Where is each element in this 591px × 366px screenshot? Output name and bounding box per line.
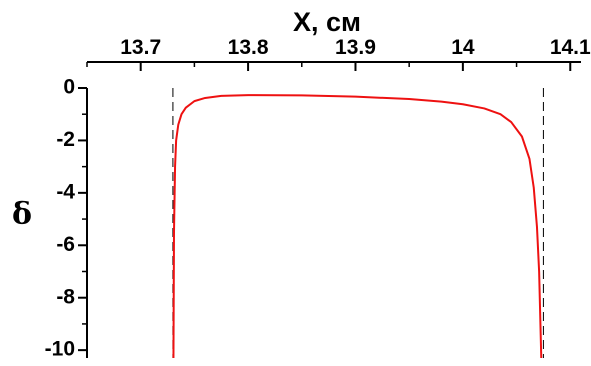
x-tick-label: 14 bbox=[451, 36, 475, 59]
x-tick-label: 13.7 bbox=[120, 36, 161, 59]
series-group bbox=[172, 94, 543, 359]
series-line bbox=[172, 94, 543, 359]
y-tick-label: -6 bbox=[56, 233, 75, 256]
y-tick-label: -10 bbox=[45, 338, 75, 361]
y-tick-label: -2 bbox=[56, 128, 75, 151]
axes: 13.7 13.8 13.9 14 14.1 0 -2 -4 -6 -8 -10 bbox=[45, 36, 591, 361]
y-tick-label: 0 bbox=[63, 76, 75, 99]
x-tick-label: 13.9 bbox=[335, 36, 376, 59]
y-axis-title: δ bbox=[12, 197, 32, 232]
x-axis-title: X, см bbox=[293, 7, 361, 37]
reference-lines bbox=[172, 88, 544, 358]
y-tick-label: -4 bbox=[56, 180, 75, 203]
x-tick-label: 14.1 bbox=[550, 36, 591, 59]
y-tick-label: -8 bbox=[56, 285, 75, 308]
x-tick-label: 13.8 bbox=[228, 36, 269, 59]
